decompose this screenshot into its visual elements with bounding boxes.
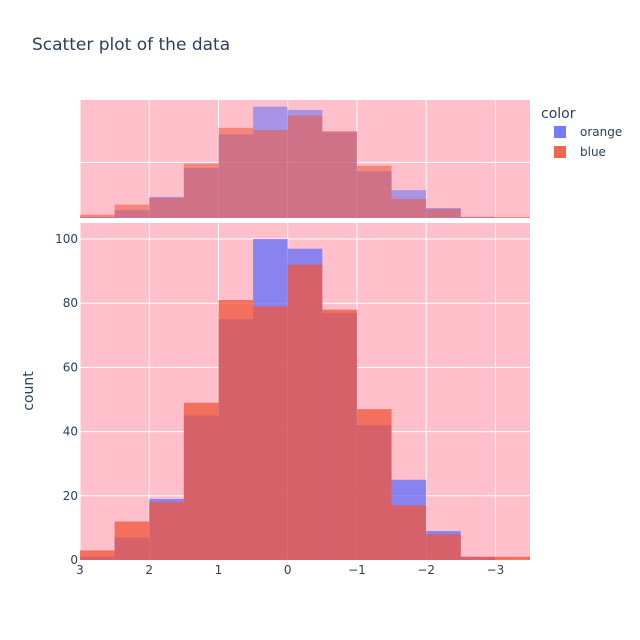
x-tick-label: −2 xyxy=(417,563,435,577)
main-histogram: 0 20 40 60 80 100 3 2 1 0 −1 −2 −3 xyxy=(55,223,530,577)
marginal-bars xyxy=(80,106,530,218)
x-tick-label: 3 xyxy=(76,563,84,577)
y-tick-label: 40 xyxy=(63,425,78,439)
legend-label-orange: orange xyxy=(580,125,622,139)
bar-blue xyxy=(218,300,254,560)
bar-blue xyxy=(322,309,357,560)
y-tick-label: 20 xyxy=(63,489,78,503)
x-tick-label: −1 xyxy=(348,563,366,577)
marginal-bar-blue xyxy=(114,204,150,218)
bar-blue xyxy=(356,409,392,560)
legend-title: color xyxy=(541,106,576,122)
bar-blue xyxy=(149,502,184,560)
bar-blue xyxy=(391,505,427,560)
y-axis-title: count xyxy=(21,371,37,411)
y-tick-label: 100 xyxy=(55,232,78,246)
main-bars xyxy=(80,239,530,561)
bar-blue xyxy=(287,264,323,560)
bar-blue xyxy=(495,556,530,560)
marginal-bar-blue xyxy=(322,131,357,218)
marginal-bar-blue xyxy=(460,216,496,218)
bar-blue xyxy=(460,556,496,560)
y-axis-ticks: 0 20 40 60 80 100 xyxy=(55,232,78,567)
marginal-bar-blue xyxy=(80,214,115,218)
y-tick-label: 60 xyxy=(63,360,78,374)
marginal-bar-blue xyxy=(149,197,184,218)
y-tick-label: 0 xyxy=(70,553,78,567)
x-axis-ticks: 3 2 1 0 −1 −2 −3 xyxy=(76,563,504,577)
legend-swatch-blue xyxy=(554,146,566,158)
legend-label-blue: blue xyxy=(580,145,606,159)
legend-swatch-orange xyxy=(554,126,566,138)
x-tick-label: −3 xyxy=(487,563,505,577)
marginal-bar-blue xyxy=(426,209,461,218)
y-tick-label: 80 xyxy=(63,296,78,310)
marginal-bar-blue xyxy=(218,127,254,218)
bar-blue xyxy=(183,402,219,560)
bar-blue xyxy=(80,550,115,560)
marginal-bar-blue xyxy=(253,130,288,218)
chart-title: Scatter plot of the data xyxy=(32,35,230,55)
legend-items: orange blue xyxy=(554,125,622,159)
marginal-bar-blue xyxy=(391,199,427,218)
legend: color orange blue xyxy=(541,106,622,159)
x-tick-label: 2 xyxy=(145,563,153,577)
marginal-bar-blue xyxy=(287,115,323,218)
x-tick-label: 1 xyxy=(215,563,223,577)
bar-blue xyxy=(114,521,150,560)
marginal-bar-blue xyxy=(356,165,392,218)
marginal-bar-blue xyxy=(495,216,530,218)
bar-blue xyxy=(426,534,461,560)
marginal-histogram xyxy=(79,100,530,218)
x-tick-label: 0 xyxy=(284,563,292,577)
bar-blue xyxy=(253,306,288,560)
marginal-bar-blue xyxy=(183,163,219,218)
